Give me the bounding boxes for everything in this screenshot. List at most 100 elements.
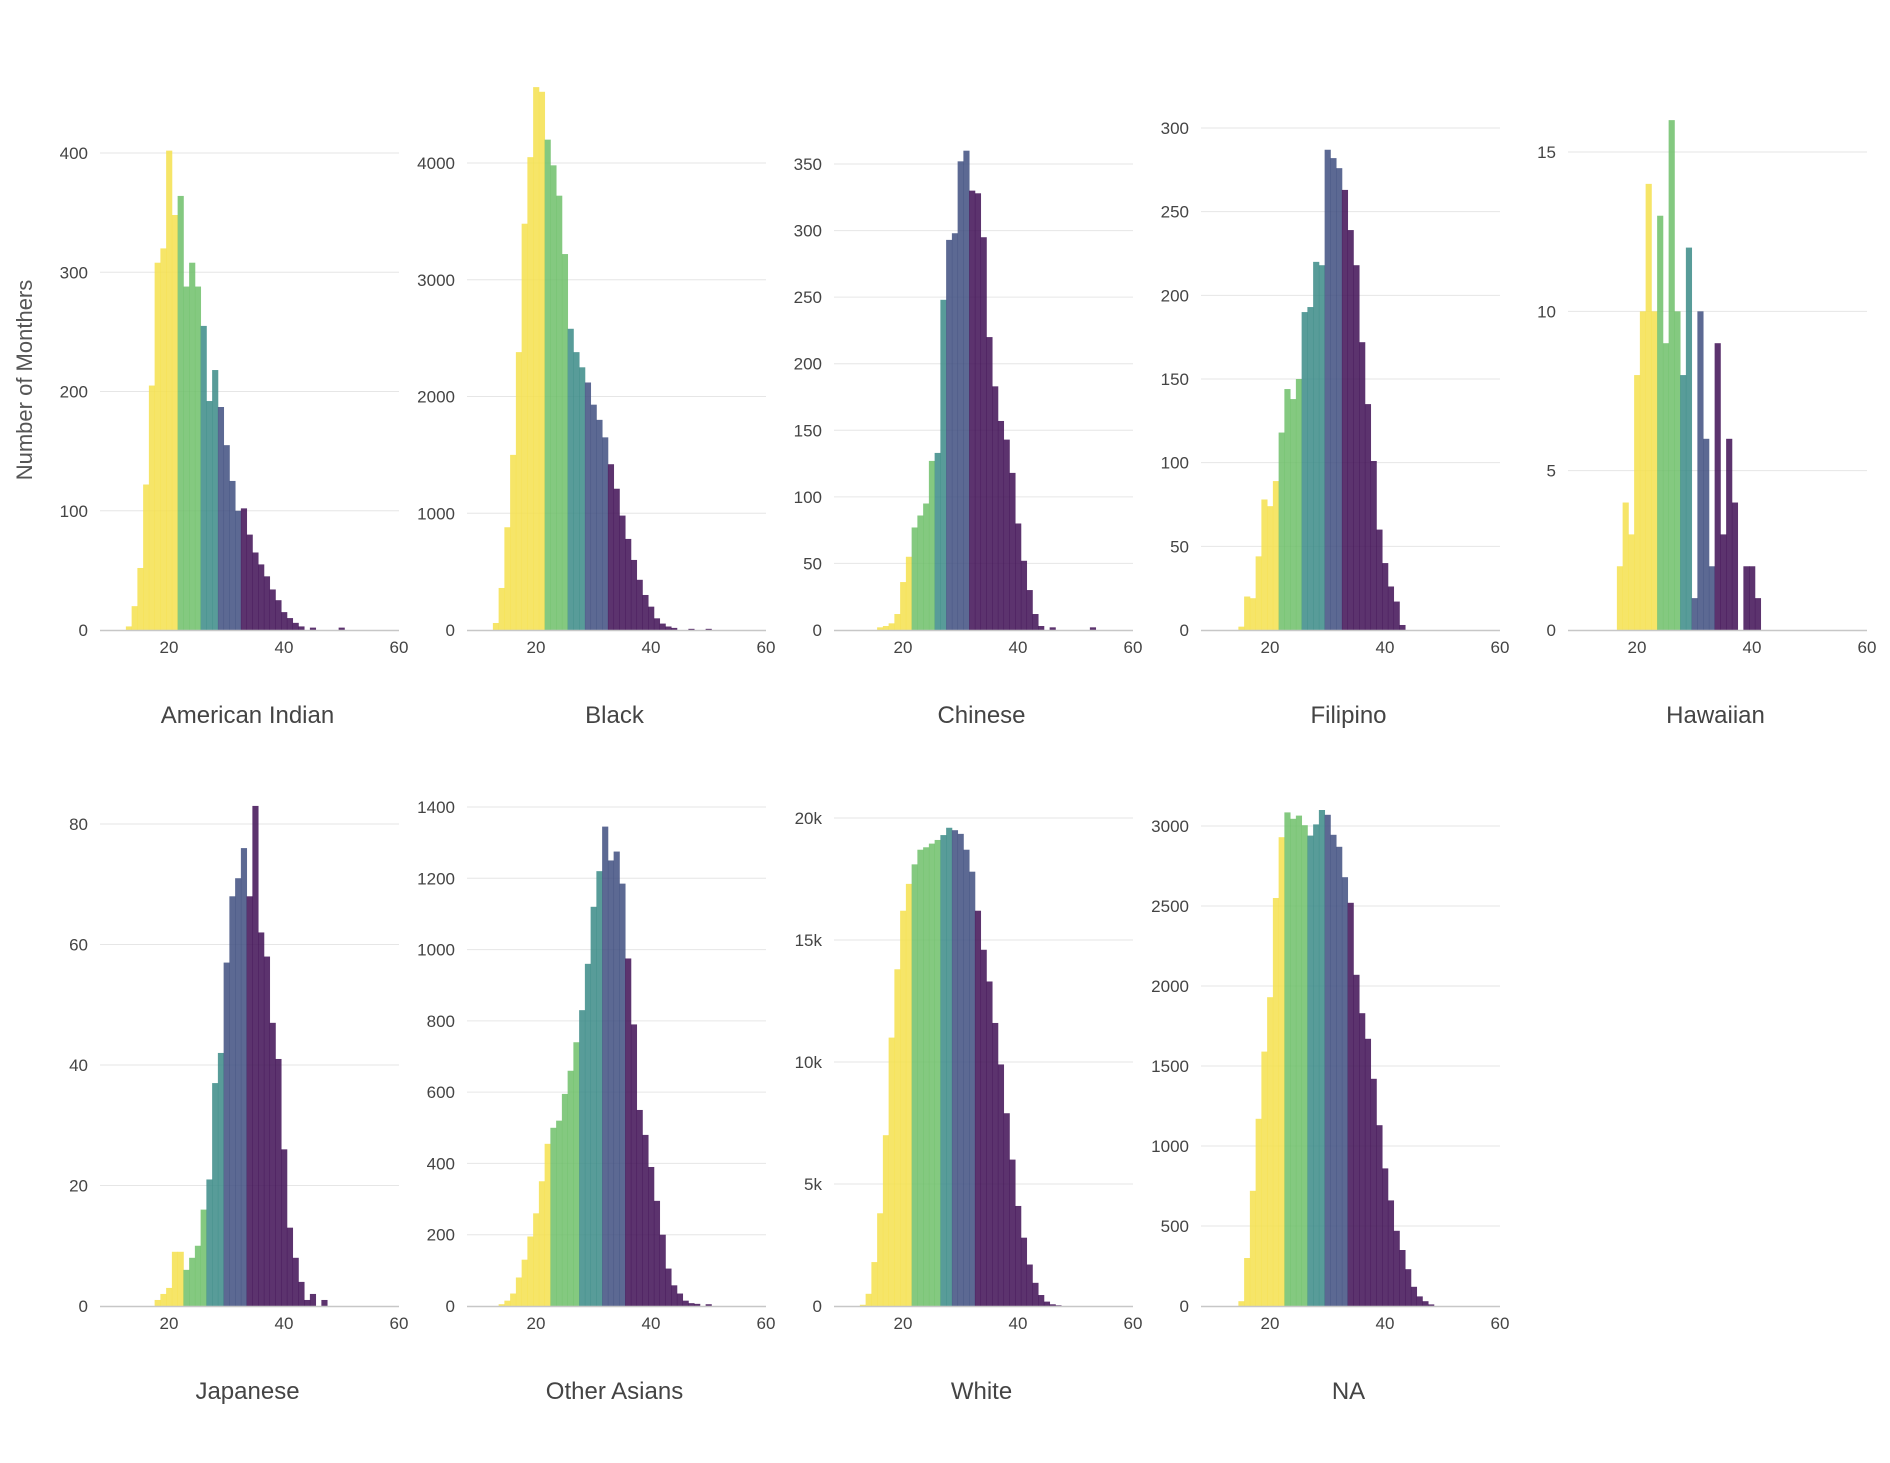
histogram-bar <box>659 1234 666 1306</box>
histogram-bar <box>642 594 649 630</box>
histogram-bar <box>934 839 941 1306</box>
histogram-bar <box>504 1300 511 1306</box>
histogram-bar <box>206 1179 213 1306</box>
histogram-bar <box>1284 389 1291 630</box>
histogram-bar <box>1009 472 1016 630</box>
histogram-bar <box>1249 598 1257 630</box>
histogram-bar <box>986 337 993 630</box>
histogram-bar <box>286 618 294 630</box>
histogram-bar <box>1382 1168 1389 1306</box>
histogram-bar <box>584 963 592 1306</box>
histogram-bar <box>200 1209 207 1306</box>
histogram-bar <box>515 352 523 630</box>
histogram-bar <box>1714 343 1721 630</box>
histogram-bar <box>171 215 179 630</box>
histogram-bar <box>905 556 913 630</box>
histogram-bar <box>1393 1230 1400 1306</box>
histogram-bar <box>573 1042 580 1306</box>
histogram-bar <box>963 150 970 630</box>
histogram-bar <box>671 1285 678 1306</box>
histogram-bar <box>882 1135 890 1306</box>
x-tick-label: 40 <box>1743 638 1762 657</box>
histogram-bar <box>492 623 500 630</box>
histogram-bar <box>521 1259 528 1306</box>
y-tick-label: 0 <box>813 1297 822 1316</box>
x-tick-label: 60 <box>757 1314 776 1333</box>
histogram-bar <box>865 1293 872 1306</box>
histogram-bar <box>177 195 184 630</box>
y-tick-label: 100 <box>1161 454 1189 473</box>
histogram-bar <box>217 1052 225 1306</box>
histogram-bar <box>1026 590 1033 630</box>
x-tick-label: 20 <box>894 638 913 657</box>
y-tick-label: 1400 <box>417 798 455 817</box>
histogram-bar <box>1336 846 1343 1306</box>
histogram-bar <box>951 233 959 631</box>
histogram-bar <box>1038 1295 1045 1306</box>
histogram-bar <box>567 1070 574 1306</box>
histogram-bar <box>894 969 901 1306</box>
histogram-bar <box>1410 1286 1418 1306</box>
x-tick-label: 60 <box>1491 638 1510 657</box>
x-tick-label: 60 <box>757 638 776 657</box>
x-tick-label: 60 <box>1858 638 1877 657</box>
y-tick-label: 200 <box>427 1226 455 1245</box>
y-tick-label: 2000 <box>417 388 455 407</box>
y-tick-label: 3000 <box>417 271 455 290</box>
histogram-bar <box>688 628 695 630</box>
y-tick-label: 20 <box>69 1177 88 1196</box>
histogram-bar <box>917 849 924 1306</box>
histogram-bar <box>1278 432 1285 630</box>
histogram-bar <box>567 328 574 630</box>
histogram-bar <box>613 851 620 1306</box>
histogram-bar <box>619 883 626 1306</box>
histogram-bar <box>934 452 941 630</box>
histogram-bar <box>940 299 947 630</box>
y-tick-label: 100 <box>794 488 822 507</box>
histogram-bar <box>1290 399 1297 630</box>
histogram-bar <box>625 958 632 1306</box>
histogram-bar <box>1726 438 1733 630</box>
x-tick-label: 40 <box>1376 638 1395 657</box>
histogram-bar <box>596 419 603 630</box>
histogram-bar <box>882 626 890 630</box>
histogram-bar <box>556 1120 563 1306</box>
histogram-bar <box>252 805 259 1306</box>
histogram-bar <box>304 1299 311 1306</box>
histogram-bar <box>590 906 597 1306</box>
histogram-bar <box>665 626 672 630</box>
histogram-bar <box>1330 834 1337 1306</box>
histogram-bar <box>131 606 138 630</box>
histogram-bar <box>1405 1269 1412 1306</box>
histogram-bar <box>636 1109 643 1306</box>
histogram-bar <box>1731 502 1739 630</box>
y-tick-label: 250 <box>1161 203 1189 222</box>
histogram-bar <box>217 407 225 630</box>
histogram-bar <box>911 864 918 1306</box>
y-tick-label: 20k <box>795 809 823 828</box>
histogram-bar <box>1622 502 1629 630</box>
histogram-bar <box>235 510 242 630</box>
histogram-bar <box>1238 626 1245 630</box>
histogram-bar <box>309 627 317 630</box>
histogram-bar <box>561 254 569 630</box>
histogram-bar <box>275 1058 282 1306</box>
histogram-bar <box>1043 1301 1051 1306</box>
histogram-bar <box>1272 481 1280 630</box>
histogram-bar <box>1318 265 1326 630</box>
histogram-bar <box>1318 810 1326 1306</box>
histogram-bar <box>1015 523 1022 630</box>
y-tick-label: 300 <box>60 263 88 282</box>
histogram-bar <box>275 600 282 630</box>
x-tick-label: 20 <box>160 638 179 657</box>
histogram-bar <box>602 437 609 630</box>
histogram-bar <box>894 614 901 630</box>
histogram-bar <box>166 1287 173 1306</box>
histogram-bar <box>1003 1113 1010 1306</box>
histogram-bar <box>286 1227 294 1306</box>
histogram-bar <box>521 223 528 630</box>
histogram-bar <box>1376 1125 1383 1306</box>
histogram-bar <box>1032 614 1039 630</box>
histogram-bar <box>1009 1159 1016 1306</box>
histogram-bar <box>1634 375 1641 630</box>
